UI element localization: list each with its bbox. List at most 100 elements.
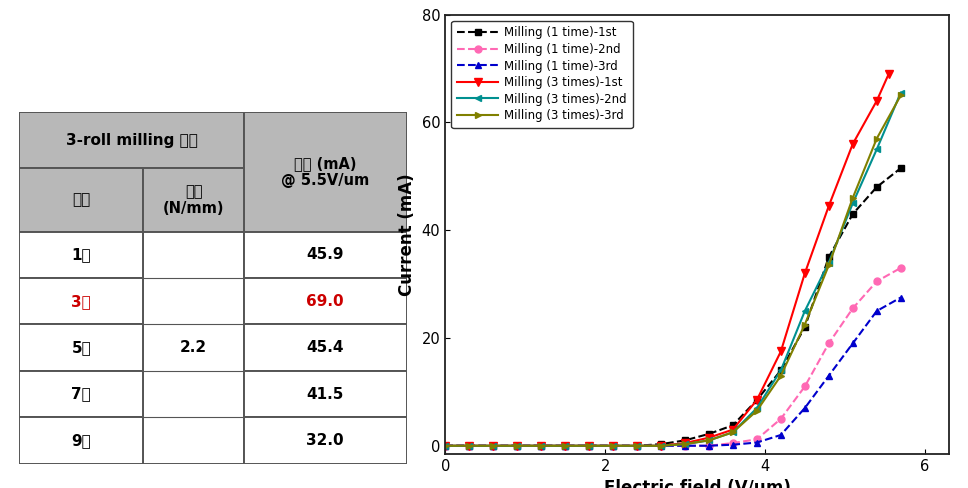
Bar <box>244 371 407 417</box>
Milling (3 times)-1st <box>703 435 714 441</box>
Text: 9회: 9회 <box>72 433 91 448</box>
Milling (1 time)-2nd <box>464 443 475 448</box>
Milling (3 times)-3rd <box>847 195 859 201</box>
Milling (1 time)-1st <box>727 422 739 428</box>
Milling (1 time)-3rd <box>488 443 499 448</box>
Milling (3 times)-1st <box>584 443 595 448</box>
Milling (1 time)-3rd <box>631 443 643 448</box>
Milling (1 time)-3rd <box>439 443 451 448</box>
Bar <box>244 112 407 232</box>
Text: 전류 (mA)
@ 5.5V/um: 전류 (mA) @ 5.5V/um <box>281 156 370 188</box>
Milling (1 time)-2nd <box>799 384 810 389</box>
Milling (1 time)-2nd <box>823 341 834 346</box>
Text: 3-roll milling 공정: 3-roll milling 공정 <box>66 133 197 148</box>
Bar <box>19 168 143 232</box>
Bar <box>244 325 407 371</box>
Milling (3 times)-2nd <box>727 429 739 435</box>
Bar <box>19 232 143 278</box>
Bar <box>143 168 244 232</box>
Milling (3 times)-2nd <box>535 443 547 448</box>
Milling (3 times)-2nd <box>584 443 595 448</box>
Milling (1 time)-1st <box>894 165 906 171</box>
Milling (3 times)-3rd <box>703 437 714 443</box>
Milling (3 times)-1st <box>727 427 739 432</box>
Milling (3 times)-1st <box>751 397 763 403</box>
Milling (3 times)-1st <box>511 443 523 448</box>
Text: 41.5: 41.5 <box>307 386 344 402</box>
X-axis label: Electric field (V/μm): Electric field (V/μm) <box>603 479 791 488</box>
Milling (3 times)-3rd <box>439 443 451 448</box>
Milling (3 times)-1st <box>883 71 894 77</box>
Milling (1 time)-3rd <box>751 440 763 446</box>
Milling (1 time)-3rd <box>535 443 547 448</box>
Milling (1 time)-2nd <box>680 443 691 448</box>
Milling (1 time)-2nd <box>894 265 906 271</box>
Bar <box>19 325 143 371</box>
Text: 32.0: 32.0 <box>307 433 344 448</box>
Milling (3 times)-1st <box>680 440 691 446</box>
Milling (1 time)-3rd <box>823 373 834 379</box>
Milling (1 time)-3rd <box>655 443 667 448</box>
Milling (1 time)-1st <box>680 437 691 443</box>
Milling (1 time)-3rd <box>727 442 739 447</box>
Milling (1 time)-2nd <box>488 443 499 448</box>
Milling (3 times)-2nd <box>655 443 667 448</box>
Text: 강도
(N/mm): 강도 (N/mm) <box>163 184 225 216</box>
Text: 1회: 1회 <box>72 247 91 263</box>
Text: 횟수: 횟수 <box>73 193 90 207</box>
Milling (3 times)-3rd <box>488 443 499 448</box>
Milling (3 times)-2nd <box>488 443 499 448</box>
Milling (1 time)-3rd <box>464 443 475 448</box>
Milling (1 time)-2nd <box>631 443 643 448</box>
Milling (1 time)-1st <box>584 443 595 448</box>
Text: 69.0: 69.0 <box>307 294 344 309</box>
Milling (3 times)-3rd <box>751 408 763 414</box>
Line: Milling (3 times)-1st: Milling (3 times)-1st <box>441 70 892 450</box>
Text: 7회: 7회 <box>72 386 91 402</box>
Bar <box>19 371 143 417</box>
Milling (3 times)-3rd <box>511 443 523 448</box>
Milling (1 time)-1st <box>751 397 763 403</box>
Milling (1 time)-2nd <box>727 440 739 446</box>
Milling (1 time)-1st <box>439 443 451 448</box>
Milling (3 times)-1st <box>535 443 547 448</box>
Milling (3 times)-2nd <box>680 441 691 447</box>
Milling (1 time)-3rd <box>560 443 571 448</box>
Milling (3 times)-3rd <box>560 443 571 448</box>
Milling (1 time)-3rd <box>775 432 787 438</box>
Milling (1 time)-3rd <box>703 443 714 448</box>
Milling (1 time)-1st <box>511 443 523 448</box>
Milling (3 times)-1st <box>488 443 499 448</box>
Line: Milling (3 times)-3rd: Milling (3 times)-3rd <box>441 92 904 449</box>
Milling (1 time)-2nd <box>607 443 619 448</box>
Milling (1 time)-2nd <box>751 436 763 442</box>
Milling (3 times)-2nd <box>871 146 883 152</box>
Line: Milling (1 time)-3rd: Milling (1 time)-3rd <box>441 294 904 449</box>
Milling (3 times)-1st <box>823 203 834 209</box>
Legend: Milling (1 time)-1st, Milling (1 time)-2nd, Milling (1 time)-3rd, Milling (3 tim: Milling (1 time)-1st, Milling (1 time)-2… <box>451 20 633 128</box>
Milling (3 times)-3rd <box>655 443 667 448</box>
Milling (1 time)-2nd <box>655 443 667 448</box>
Milling (3 times)-1st <box>847 141 859 147</box>
Milling (1 time)-1st <box>607 443 619 448</box>
Milling (1 time)-2nd <box>535 443 547 448</box>
Milling (1 time)-1st <box>847 211 859 217</box>
Milling (3 times)-2nd <box>631 443 643 448</box>
Milling (3 times)-2nd <box>847 201 859 206</box>
Milling (1 time)-1st <box>464 443 475 448</box>
Milling (1 time)-2nd <box>560 443 571 448</box>
Milling (1 time)-1st <box>823 254 834 260</box>
Text: 3회: 3회 <box>72 294 91 309</box>
Milling (3 times)-2nd <box>894 90 906 96</box>
Text: 2.2: 2.2 <box>180 340 207 355</box>
Milling (1 time)-3rd <box>584 443 595 448</box>
Milling (1 time)-1st <box>655 441 667 447</box>
Milling (3 times)-2nd <box>799 308 810 314</box>
Line: Milling (1 time)-2nd: Milling (1 time)-2nd <box>441 264 904 449</box>
Milling (1 time)-1st <box>488 443 499 448</box>
Milling (3 times)-3rd <box>631 443 643 448</box>
Line: Milling (1 time)-1st: Milling (1 time)-1st <box>441 165 904 449</box>
Milling (3 times)-2nd <box>560 443 571 448</box>
Milling (3 times)-1st <box>607 443 619 448</box>
Milling (3 times)-3rd <box>680 441 691 447</box>
